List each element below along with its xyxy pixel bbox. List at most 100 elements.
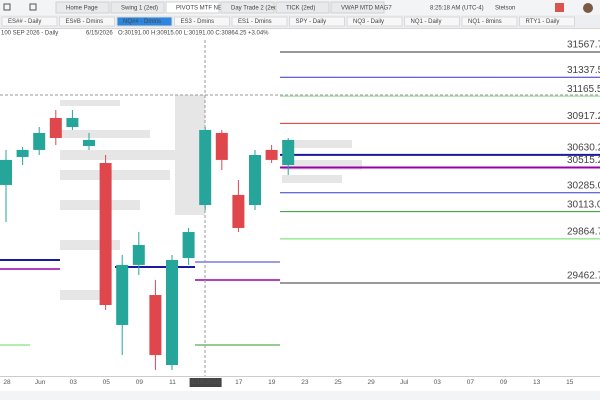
candle-body (265, 149, 278, 160)
candle-body (16, 149, 29, 157)
chart-tab-label[interactable]: RTY1 - Daily (526, 19, 560, 25)
chart-tab-label[interactable]: ES## - Daily (8, 19, 41, 25)
tab[interactable] (55, 1, 110, 14)
profile-bar (60, 130, 150, 138)
clock: 8:25:18 AM (UTC-4) (430, 6, 484, 12)
status-bar (0, 391, 600, 400)
avatar[interactable] (583, 3, 593, 13)
x-tick-label: 09 (500, 379, 508, 386)
x-tick-label: 28 (3, 379, 11, 386)
profile-bar (282, 140, 352, 148)
chart-tab[interactable] (404, 16, 460, 27)
tab[interactable] (220, 1, 275, 14)
icon-window[interactable] (3, 3, 11, 11)
chart-tab-label[interactable]: ES3 - Dmins (181, 19, 215, 25)
chart-tab-label[interactable]: ES#B - Dmins (66, 19, 104, 25)
tab[interactable] (330, 1, 385, 14)
tab-label[interactable]: TICK (2ed) (286, 6, 315, 12)
x-tick-label: 17 (235, 379, 243, 386)
icon-copy[interactable] (29, 3, 37, 11)
x-tick-label: 6/15/2026 (191, 379, 220, 386)
x-tick-label: 05 (103, 379, 111, 386)
level-label: 30917.25 (567, 111, 600, 122)
candle-body (132, 244, 145, 265)
chart-tab[interactable] (174, 16, 230, 27)
chart-tab-label[interactable]: NQ1 - 8mins (468, 19, 502, 25)
level-label: 31567.75 (567, 40, 600, 51)
level-label: 31165.50 (567, 84, 600, 95)
chart-tab[interactable] (346, 16, 403, 27)
user-status: Stetson (495, 6, 515, 12)
chart-tab-label[interactable]: NQ1 - Daily (411, 19, 442, 25)
candle-body (232, 194, 245, 228)
chart-tab[interactable] (461, 16, 518, 27)
level-label: 30113.00 (567, 199, 600, 210)
symbol-info: 100 SEP 2026 - Daily (1, 31, 58, 37)
tab-label[interactable]: PIVOTS MTF NEW (2ed) (176, 6, 243, 12)
x-tick-label: Jul (400, 379, 409, 386)
level-label: 29864.75 (567, 226, 600, 237)
tab-label[interactable]: VWAP MTD MAG7 (341, 6, 392, 12)
chart-tab[interactable] (231, 16, 288, 27)
tab[interactable] (275, 1, 330, 14)
tab-label[interactable]: Swing 1 (2ed) (121, 6, 158, 12)
tab-label[interactable]: Home Page (66, 6, 98, 12)
chart-tab-label[interactable]: NQ## - Dmins (123, 19, 161, 25)
candle-body (116, 264, 129, 325)
candle-body (0, 159, 12, 185)
profile-bar (60, 150, 190, 160)
candle-body (199, 129, 212, 206)
level-label: 29462.75 (567, 271, 600, 282)
level-label: 30285.00 (567, 180, 600, 191)
candle-body (149, 295, 162, 356)
level-label: 30630.25 (567, 142, 600, 153)
x-tick-label: 23 (301, 379, 309, 386)
profile-bar (60, 170, 170, 180)
candle-body (99, 163, 112, 305)
icon-alert[interactable] (555, 3, 564, 12)
candle-body (182, 232, 195, 259)
profile-bar (60, 240, 120, 250)
level-label: 30515.25 (567, 155, 600, 166)
x-tick-label: 09 (136, 379, 144, 386)
candle-body (166, 260, 178, 366)
x-tick-label: 25 (334, 379, 342, 386)
candle-body (66, 118, 79, 128)
x-tick-label: 11 (169, 379, 176, 386)
x-label-highlight (189, 378, 222, 387)
tab[interactable] (110, 1, 165, 14)
chart-tab[interactable] (59, 16, 115, 27)
tab-label[interactable]: Day Trade 2 (2ed) (231, 6, 279, 12)
profile-bar (282, 160, 362, 170)
x-tick-label: 15 (566, 379, 574, 386)
candle-body (249, 154, 261, 206)
x-tick-label: 19 (268, 379, 276, 386)
x-tick-label: 03 (434, 379, 442, 386)
chart-tab-label[interactable]: NQ3 - Daily (353, 19, 384, 25)
candle-body (83, 139, 95, 146)
level-label: 31337.50 (567, 65, 600, 76)
chart-tab[interactable] (289, 16, 345, 27)
profile-bar (282, 175, 342, 183)
bar-ohlc: O:30191.00 H:30915.00 L:30191.00 C:30864… (118, 31, 247, 37)
chart-tab[interactable] (1, 16, 58, 27)
candle-body (49, 118, 62, 138)
chart-tab[interactable] (116, 16, 173, 27)
candle-body (215, 132, 228, 160)
profile-bar (60, 100, 120, 106)
x-tick-label: 29 (367, 379, 375, 386)
chart-tab-label[interactable]: SPY - Daily (296, 19, 327, 25)
chart-tab[interactable] (519, 16, 575, 27)
candle-body (33, 132, 46, 150)
candle-body (282, 139, 295, 165)
x-tick-label: 07 (467, 379, 475, 386)
chart-tab-label[interactable]: ES1 - Dmins (238, 19, 272, 25)
x-tick-label: 13 (533, 379, 541, 386)
x-tick-label: 03 (70, 379, 78, 386)
bar-date: 6/15/2026 (86, 31, 113, 37)
tab[interactable] (165, 1, 220, 14)
x-tick-label: Jun (35, 379, 46, 386)
profile-bar (60, 290, 100, 300)
